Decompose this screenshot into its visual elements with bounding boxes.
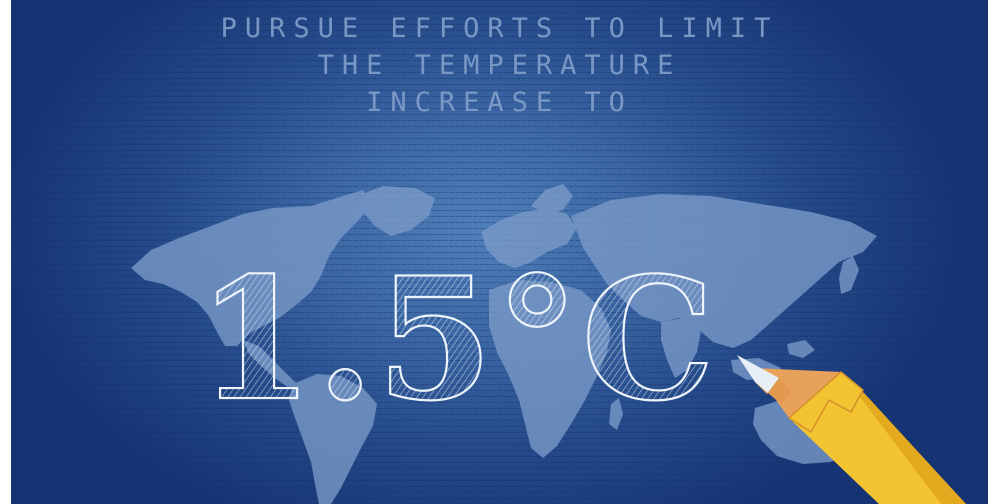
headline-line-1: PURSUE EFFORTS TO LIMIT: [220, 13, 779, 44]
headline-line-3: INCREASE TO: [366, 87, 633, 118]
headline: PURSUE EFFORTS TO LIMIT THE TEMPERATURE …: [11, 10, 988, 121]
pencil-icon: [735, 355, 966, 504]
target-value-graphic: 1.5°C: [196, 239, 717, 439]
climate-poster: PURSUE EFFORTS TO LIMIT THE TEMPERATURE …: [11, 0, 988, 504]
headline-line-2: THE TEMPERATURE: [317, 50, 682, 81]
world-map-icon: [131, 184, 877, 504]
target-value: 1.5°C: [197, 240, 717, 438]
